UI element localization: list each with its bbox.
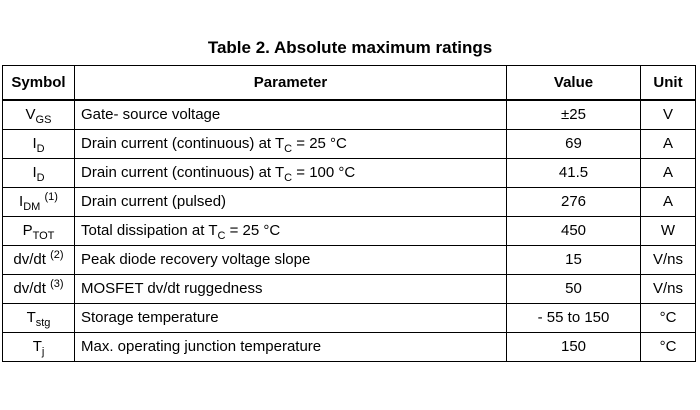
footnote-ref: (3) (50, 278, 64, 290)
table-row: IDM (1) Drain current (pulsed) 276 A (2, 187, 696, 217)
value-cell: 15 (506, 245, 641, 275)
parameter-text: Max. operating junction temperature (81, 338, 322, 355)
table-row: Tstg Storage temperature - 55 to 150 °C (2, 303, 696, 333)
unit-cell: °C (640, 332, 696, 362)
table-row: dv/dt (2) Peak diode recovery voltage slo… (2, 245, 696, 275)
unit-cell: °C (640, 303, 696, 333)
symbol-cell: VGS (2, 99, 75, 130)
value-cell: 41.5 (506, 158, 641, 188)
parameter-text: Drain current (continuous) at (81, 164, 275, 181)
unit-cell: W (640, 216, 696, 246)
symbol-cell: ID (2, 158, 75, 188)
table-row: PTOT Total dissipation at TC = 25 °C 450 W (2, 216, 696, 246)
parameter-cell: Storage temperature (74, 303, 507, 333)
footnote-ref: (2) (50, 249, 64, 261)
parameter-subscript: C (284, 172, 293, 184)
parameter-cell: Drain current (continuous) at TC = 25 °C (74, 129, 507, 159)
symbol-subscript: D (36, 143, 45, 155)
symbol-cell: dv/dt (3) (2, 274, 75, 304)
parameter-symbol: T (274, 164, 285, 181)
table-row: dv/dt (3) MOSFET dv/dt ruggedness 50 V/ns (2, 274, 696, 304)
footnote-ref: (1) (44, 191, 58, 203)
parameter-text: Gate- source voltage (81, 106, 221, 123)
parameter-cell: Total dissipation at TC = 25 °C (74, 216, 507, 246)
symbol-subscript: D (36, 172, 45, 184)
parameter-cell: Max. operating junction temperature (74, 332, 507, 362)
value-cell: ±25 (506, 99, 641, 130)
unit-cell: A (640, 158, 696, 188)
value-cell: 276 (506, 187, 641, 217)
unit-cell: A (640, 129, 696, 159)
parameter-subscript: C (284, 143, 293, 155)
symbol-base: I (19, 193, 24, 210)
parameter-text: Peak diode recovery voltage slope (81, 251, 311, 268)
unit-cell: V/ns (640, 245, 696, 275)
symbol-base: T (26, 309, 36, 326)
value-cell: 50 (506, 274, 641, 304)
parameter-condition: = 25 °C (225, 222, 281, 239)
parameter-cell: Drain current (pulsed) (74, 187, 507, 217)
value-cell: 69 (506, 129, 641, 159)
parameter-symbol: T (208, 222, 218, 239)
parameter-cell: Peak diode recovery voltage slope (74, 245, 507, 275)
symbol-subscript: stg (35, 317, 51, 329)
symbol-base: T (32, 338, 42, 355)
symbol-base: dv/dt (13, 251, 46, 268)
parameter-text: Total dissipation at (81, 222, 209, 239)
header-symbol: Symbol (2, 65, 75, 101)
header-unit: Unit (640, 65, 696, 101)
parameter-text: Drain current (pulsed) (81, 193, 227, 210)
symbol-base: P (22, 222, 33, 239)
table-row: ID Drain current (continuous) at TC = 25 … (2, 129, 696, 159)
symbol-subscript: GS (35, 114, 52, 126)
header-parameter: Parameter (74, 65, 507, 101)
header-value: Value (506, 65, 641, 101)
parameter-text: Drain current (continuous) at (81, 135, 275, 152)
unit-cell: V/ns (640, 274, 696, 304)
symbol-cell: PTOT (2, 216, 75, 246)
symbol-subscript: j (41, 346, 45, 358)
value-cell: 150 (506, 332, 641, 362)
symbol-base: V (25, 106, 36, 123)
absolute-max-ratings-table: Symbol Parameter Value Unit VGS Gate- sou… (2, 65, 696, 362)
table-title: Table 2. Absolute maximum ratings (207, 38, 493, 57)
symbol-cell: ID (2, 129, 75, 159)
symbol-cell: Tstg (2, 303, 75, 333)
table-row: VGS Gate- source voltage ±25 V (2, 99, 696, 130)
symbol-base: I (32, 164, 37, 181)
symbol-cell: dv/dt (2) (2, 245, 75, 275)
parameter-text: Storage temperature (81, 309, 219, 326)
unit-cell: A (640, 187, 696, 217)
symbol-base: dv/dt (13, 280, 46, 297)
unit-cell: V (640, 99, 696, 130)
parameter-symbol: T (274, 135, 285, 152)
parameter-cell: Drain current (continuous) at TC = 100 °… (74, 158, 507, 188)
parameter-condition: = 100 °C (292, 164, 356, 181)
parameter-text: MOSFET dv/dt ruggedness (81, 280, 263, 297)
value-cell: - 55 to 150 (506, 303, 641, 333)
table-row: ID Drain current (continuous) at TC = 100… (2, 158, 696, 188)
parameter-cell: Gate- source voltage (74, 99, 507, 130)
symbol-cell: IDM (1) (2, 187, 75, 217)
parameter-cell: MOSFET dv/dt ruggedness (74, 274, 507, 304)
parameter-condition: = 25 °C (292, 135, 347, 152)
value-cell: 450 (506, 216, 641, 246)
symbol-base: I (32, 135, 37, 152)
symbol-cell: Tj (2, 332, 75, 362)
symbol-subscript: TOT (32, 230, 55, 242)
parameter-subscript: C (217, 230, 226, 242)
header-row: Symbol Parameter Value Unit (2, 65, 696, 101)
table-row: Tj Max. operating junction temperature 150… (2, 332, 696, 362)
symbol-subscript: DM (23, 201, 41, 213)
